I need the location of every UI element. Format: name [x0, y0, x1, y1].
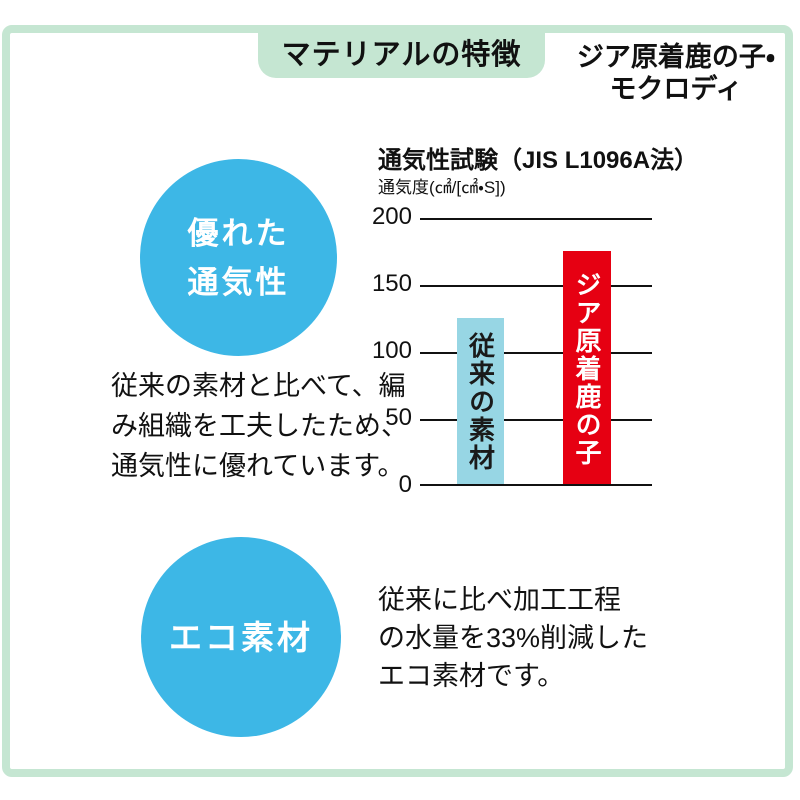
- eco-badge-label: エコ素材: [169, 618, 313, 656]
- bar-jia-kanoko: ジア原着鹿の子: [563, 251, 611, 486]
- gridline-0: [420, 484, 652, 486]
- product-name-line1: ジア原着鹿の子・: [576, 42, 776, 72]
- title-banner: マテリアルの特徴: [258, 25, 545, 78]
- y-tick-label-50: 50: [385, 403, 412, 431]
- y-tick-label-150: 150: [371, 269, 412, 297]
- breathability-description: 従来の素材と比べて、編 み組織を工夫したため、 通気性に優れています。: [111, 371, 408, 481]
- chart-plot-area: 従来の素材 ジア原着鹿の子: [420, 218, 652, 486]
- product-name-line2: モクロディ: [609, 74, 743, 104]
- bar-conventional-material: 従来の素材: [457, 318, 504, 486]
- chart-title: 通気性試験（JIS L1096A法）: [378, 147, 699, 174]
- y-tick-label-0: 0: [398, 470, 412, 498]
- breathability-badge: 優れた 通気性: [140, 159, 337, 356]
- bar-jia-kanoko-label: ジア原着鹿の子: [572, 270, 602, 467]
- eco-badge: エコ素材: [141, 537, 341, 737]
- product-name: ジア原着鹿の子・ モクロディ: [557, 41, 795, 105]
- eco-description: 従来に比べ加工工程 の水量を33%削減した エコ素材です。: [378, 585, 649, 691]
- gridline-200: [420, 218, 652, 220]
- gridline-100: [420, 352, 652, 354]
- breathability-badge-label: 優れた 通気性: [187, 215, 290, 300]
- y-tick-label-100: 100: [371, 336, 412, 364]
- gridline-150: [420, 285, 652, 287]
- page-title: マテリアルの特徴: [281, 38, 522, 71]
- bar-conventional-label: 従来の素材: [465, 332, 496, 472]
- breathability-chart: 通気性試験（JIS L1096A法） 通気度(㎠/[㎠・S]) 0 50 100 15…: [372, 140, 698, 498]
- gridline-50: [420, 419, 652, 421]
- chart-y-ticks: 0 50 100 150 200: [372, 203, 412, 498]
- y-tick-label-200: 200: [371, 202, 412, 230]
- chart-y-axis-label: 通気度(㎠/[㎠・S]): [378, 178, 506, 197]
